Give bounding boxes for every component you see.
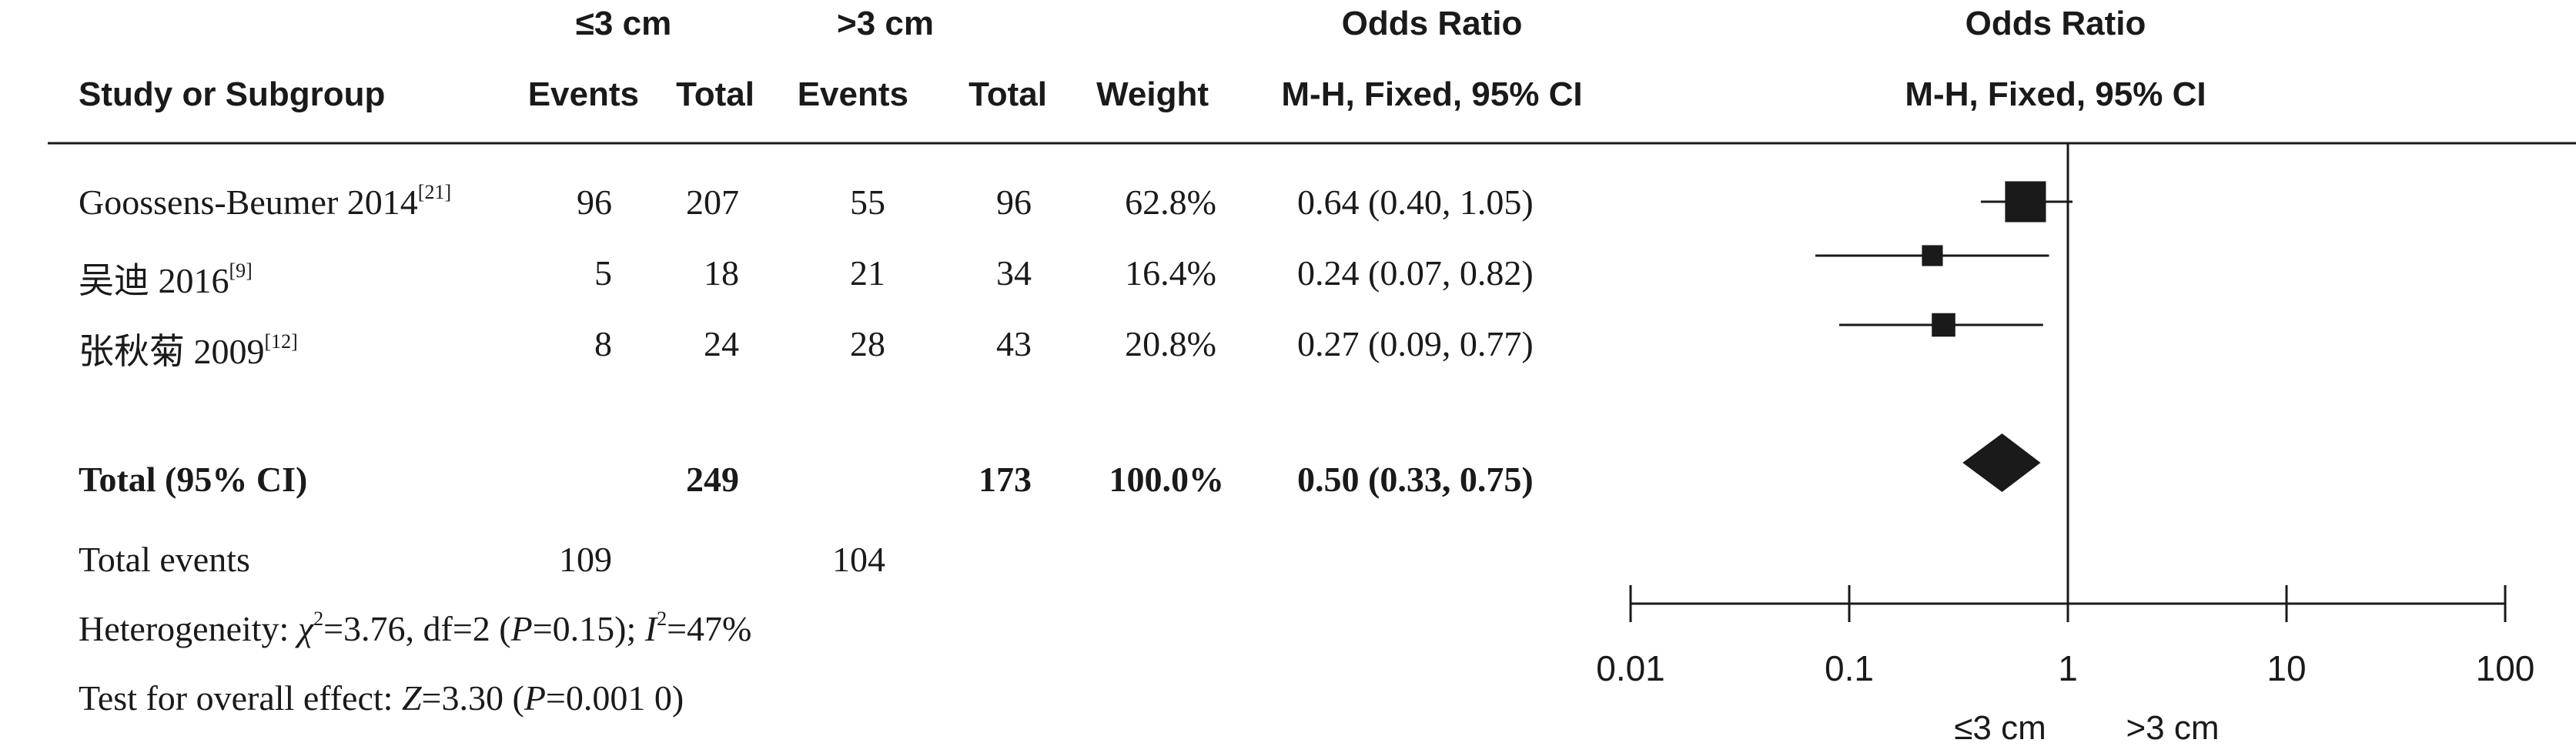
total-weight: 100.0% (1109, 460, 1225, 499)
weight-square-2 (1932, 313, 1955, 337)
group1-header: ≤3 cm (575, 5, 672, 42)
study-name-1: 吴迪 2016[9] (79, 259, 253, 301)
study-weight-0: 62.8% (1125, 182, 1216, 222)
col-weight-header: Weight (1096, 75, 1209, 113)
col-study-header: Study or Subgroup (79, 75, 386, 113)
x-tick-label-0: 0.01 (1596, 648, 1665, 688)
study-events2-2: 28 (850, 324, 885, 363)
study-ci-1: 0.24 (0.07, 0.82) (1297, 253, 1534, 293)
col-events2-header: Events (797, 75, 908, 113)
study-name-2: 张秋菊 2009[12] (79, 330, 298, 372)
study-name-0: Goossens-Beumer 2014[21] (79, 181, 452, 223)
favours-left-label: ≤3 cm (1954, 709, 2046, 747)
col-method-plot-header: M-H, Fixed, 95% CI (1905, 75, 2206, 113)
col-total2-header: Total (969, 75, 1047, 113)
study-weight-2: 20.8% (1125, 324, 1216, 363)
favours-right-label: >3 cm (2126, 709, 2219, 747)
study-events2-1: 21 (850, 253, 885, 293)
col-method-table-header: M-H, Fixed, 95% CI (1281, 75, 1583, 113)
study-events1-1: 5 (594, 253, 612, 293)
total-ci: 0.50 (0.33, 0.75) (1297, 460, 1534, 499)
study-events1-0: 96 (577, 182, 612, 222)
pooled-diamond (1962, 433, 2041, 492)
total-total2: 173 (979, 460, 1032, 499)
total-total1: 249 (686, 460, 739, 499)
study-total1-0: 207 (686, 182, 739, 222)
study-ci-2: 0.27 (0.09, 0.77) (1297, 324, 1534, 363)
study-events1-2: 8 (594, 324, 612, 363)
study-total2-1: 34 (996, 253, 1032, 293)
weight-square-1 (1922, 245, 1943, 266)
x-tick-label-1: 0.1 (1825, 648, 1874, 688)
study-total1-2: 24 (704, 324, 739, 363)
study-total1-1: 18 (704, 253, 739, 293)
study-total2-0: 96 (996, 182, 1032, 222)
col-events1-header: Events (527, 75, 639, 113)
x-tick-label-2: 1 (2058, 648, 2078, 688)
study-weight-1: 16.4% (1125, 253, 1216, 293)
heterogeneity-text: Heterogeneity: χ2=3.76, df=2 (P=0.15); I… (79, 607, 752, 649)
x-tick-label-4: 100 (2476, 648, 2535, 688)
study-events2-0: 55 (850, 182, 885, 222)
total-events-2: 104 (832, 540, 885, 579)
total-events-label: Total events (79, 540, 250, 579)
weight-square-0 (2005, 181, 2046, 223)
overall-effect-text: Test for overall effect: Z=3.30 (P=0.001… (79, 678, 684, 718)
or-plot-title: Odds Ratio (1965, 5, 2146, 42)
study-total2-2: 43 (996, 324, 1032, 363)
group2-header: >3 cm (837, 5, 934, 42)
x-tick-label-3: 10 (2267, 648, 2306, 688)
total-events-1: 109 (559, 540, 612, 579)
or-table-title: Odds Ratio (1341, 5, 1523, 42)
study-ci-0: 0.64 (0.40, 1.05) (1297, 182, 1534, 222)
total-label: Total (95% CI) (79, 460, 308, 499)
col-total1-header: Total (676, 75, 754, 113)
